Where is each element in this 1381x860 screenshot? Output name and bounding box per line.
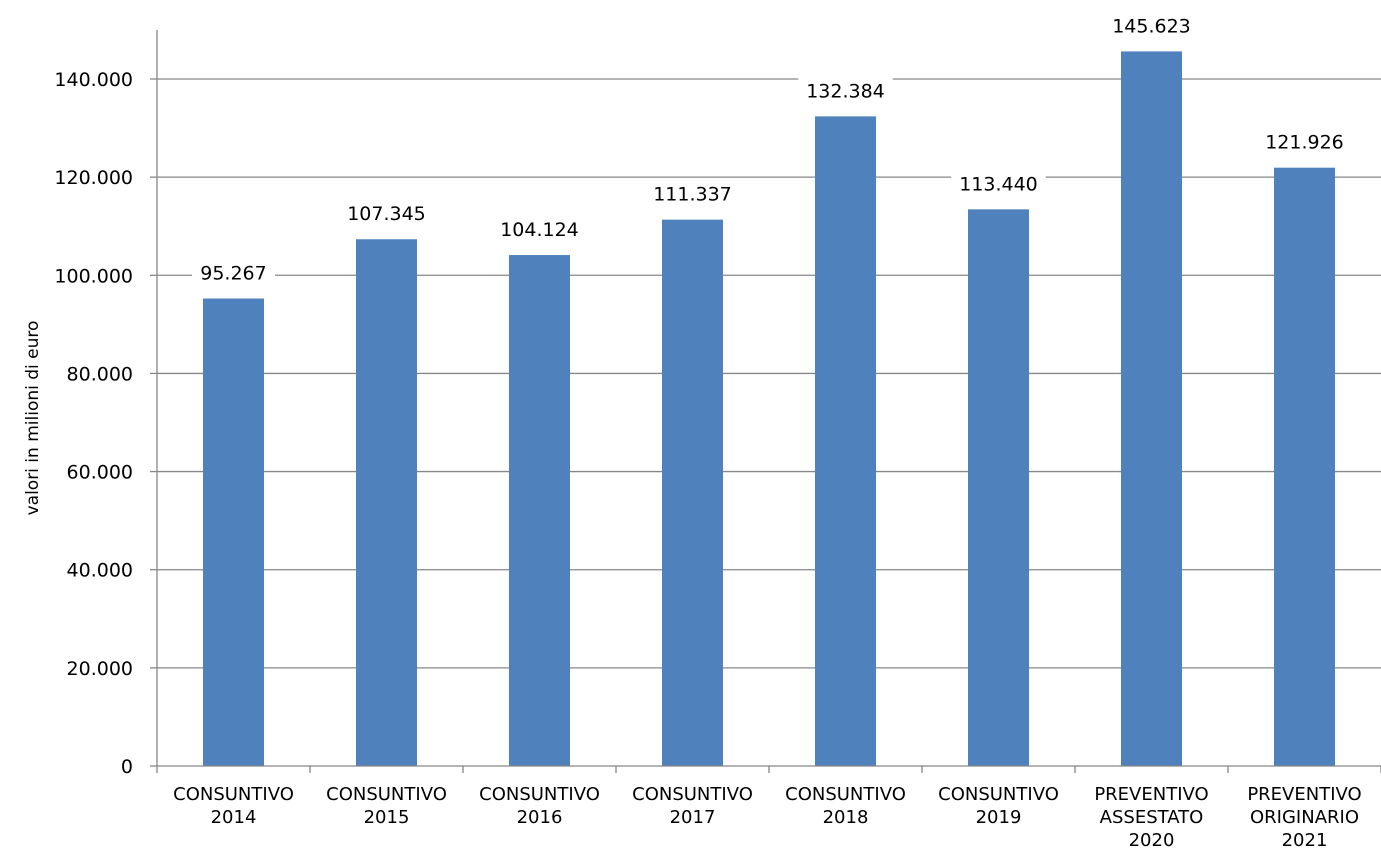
x-tick-label-line: 2019 bbox=[976, 807, 1022, 828]
x-tick-label-line: CONSUNTIVO bbox=[479, 784, 600, 805]
y-tick-label: 80.000 bbox=[67, 363, 133, 385]
x-tick-label-line: CONSUNTIVO bbox=[632, 784, 753, 805]
y-axis-title: valori in milioni di euro bbox=[23, 321, 43, 516]
x-tick-label-line: CONSUNTIVO bbox=[326, 784, 447, 805]
data-label: 121.926 bbox=[1265, 132, 1344, 154]
data-label: 95.267 bbox=[200, 263, 266, 285]
y-tick-label: 40.000 bbox=[67, 560, 133, 582]
y-tick-label: 140.000 bbox=[54, 69, 133, 91]
data-label: 132.384 bbox=[806, 80, 885, 102]
x-tick-label: PREVENTIVO ASSESTATO 2020 bbox=[1094, 784, 1208, 851]
x-tick-label-line: 2015 bbox=[364, 807, 410, 828]
y-tick-label: 120.000 bbox=[54, 167, 133, 189]
data-label-background bbox=[492, 216, 587, 244]
x-tick-label-line: CONSUNTIVO bbox=[938, 784, 1059, 805]
data-label-background bbox=[1104, 12, 1199, 40]
data-labels: 95.267 107.345 104.124 111.337 132.384 113.44… bbox=[192, 12, 1352, 287]
x-tick-label: CONSUNTIVO 2019 bbox=[938, 784, 1059, 828]
y-tick-label: 60.000 bbox=[67, 462, 133, 484]
x-tick-label-line: CONSUNTIVO bbox=[785, 784, 906, 805]
x-tick-label-line: ASSESTATO bbox=[1100, 807, 1204, 828]
x-tick-label: CONSUNTIVO 2015 bbox=[326, 784, 447, 828]
y-tick-label: 100.000 bbox=[54, 265, 133, 287]
data-label: 145.623 bbox=[1112, 15, 1191, 37]
x-tick-label-line: 2016 bbox=[517, 807, 563, 828]
data-label-background bbox=[192, 259, 275, 287]
x-tick-label-line: 2021 bbox=[1282, 830, 1328, 851]
data-label-background bbox=[1257, 128, 1352, 156]
data-label-background bbox=[339, 200, 434, 228]
x-tick-label-line: ORIGINARIO bbox=[1250, 807, 1359, 828]
x-tick-label: CONSUNTIVO 2014 bbox=[173, 784, 294, 828]
bar[interactable] bbox=[356, 239, 417, 767]
axes bbox=[156, 30, 1381, 767]
x-tick-label: CONSUNTIVO 2016 bbox=[479, 784, 600, 828]
data-label: 104.124 bbox=[500, 219, 579, 241]
data-label-background bbox=[645, 180, 740, 208]
data-label: 111.337 bbox=[653, 184, 732, 206]
data-label-background bbox=[798, 77, 893, 105]
x-tick-label-line: 2020 bbox=[1129, 830, 1175, 851]
x-tick-label-line: 2018 bbox=[823, 807, 869, 828]
bars bbox=[203, 51, 1335, 767]
bar[interactable] bbox=[509, 255, 570, 767]
y-tick-label: 0 bbox=[121, 756, 133, 778]
y-tick-labels: 0 20.000 40.000 60.000 80.000 100.000 120.000 1… bbox=[54, 69, 133, 778]
data-label-background bbox=[951, 170, 1046, 198]
x-tick-label-line: PREVENTIVO bbox=[1094, 784, 1208, 805]
x-tick-label-line: 2014 bbox=[211, 807, 257, 828]
y-tick-label: 20.000 bbox=[67, 658, 133, 680]
x-tick-label-line: CONSUNTIVO bbox=[173, 784, 294, 805]
bar[interactable] bbox=[1121, 51, 1182, 767]
bar[interactable] bbox=[662, 219, 723, 766]
data-label: 107.345 bbox=[347, 203, 426, 225]
bar[interactable] bbox=[203, 298, 264, 766]
x-tick-label-line: PREVENTIVO bbox=[1247, 784, 1361, 805]
x-tick-label: PREVENTIVO ORIGINARIO 2021 bbox=[1247, 784, 1361, 851]
grid-lines bbox=[150, 78, 1381, 773]
bar[interactable] bbox=[1274, 167, 1335, 766]
x-tick-label: CONSUNTIVO 2018 bbox=[785, 784, 906, 828]
data-label: 113.440 bbox=[959, 173, 1038, 195]
x-tick-label: CONSUNTIVO 2017 bbox=[632, 784, 753, 828]
x-tick-label-line: 2017 bbox=[670, 807, 716, 828]
bar[interactable] bbox=[815, 116, 876, 766]
bar[interactable] bbox=[968, 209, 1029, 766]
